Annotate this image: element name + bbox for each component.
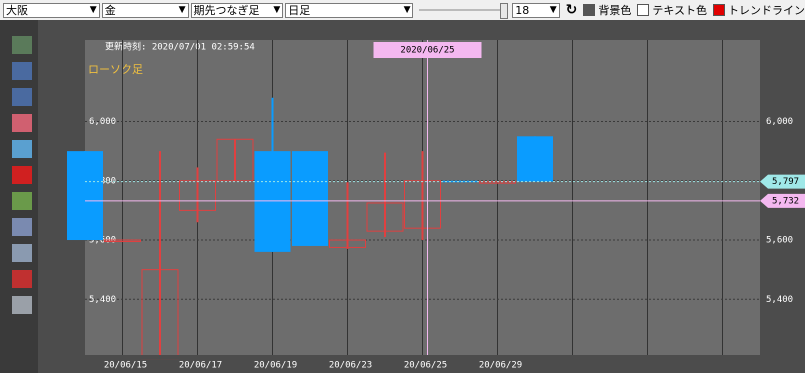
x-tick-label: 20/06/15	[104, 361, 147, 371]
x-tick-label: 20/06/19	[254, 361, 297, 371]
update-time: 更新時刻: 2020/07/01 02:59:54	[105, 41, 255, 53]
period-select[interactable]: 日足	[285, 2, 414, 18]
slider-thumb[interactable]	[500, 3, 509, 19]
market: 大阪	[6, 4, 28, 17]
option-swatch[interactable]	[713, 4, 726, 16]
options: 背景色 テキスト色 トレンドライン	[577, 2, 805, 18]
icon[interactable]	[12, 88, 32, 106]
icon[interactable]	[12, 244, 32, 262]
y-tick-label: 6,000	[89, 117, 116, 127]
refresh-button[interactable]: ↻	[565, 2, 578, 18]
candle-body	[292, 151, 328, 246]
icon[interactable]	[12, 166, 32, 184]
commodity: 金	[104, 4, 116, 17]
crosshair-tag	[373, 42, 482, 58]
value-tag	[760, 193, 805, 208]
option[interactable]: トレンドライン	[713, 2, 805, 18]
candle-body	[104, 239, 141, 243]
contract-select[interactable]: 期先つなぎ足	[190, 2, 284, 18]
count-input[interactable]: 18	[512, 2, 560, 18]
y-tick-label: 6,000	[766, 117, 793, 127]
option-label: トレンドライン	[728, 4, 805, 17]
contract: 期先つなぎ足	[193, 4, 260, 17]
icon[interactable]	[12, 140, 32, 158]
option-swatch[interactable]	[637, 4, 650, 16]
toolbar: 大阪 金 期先つなぎ足 日足 18 ↻ 背景色 テキスト色 トレンドライン	[0, 0, 805, 20]
x-tick-label: 20/06/23	[329, 361, 372, 371]
candle-body	[254, 151, 291, 252]
candle-body	[366, 202, 404, 232]
y-tick-label: 5,400	[89, 295, 116, 305]
option-swatch[interactable]	[583, 4, 596, 16]
crosshair-label: 2020/06/25	[400, 46, 454, 56]
icon[interactable]	[12, 36, 32, 54]
candle-body	[404, 180, 441, 229]
icon[interactable]	[12, 114, 32, 132]
icon[interactable]	[12, 296, 32, 314]
slider[interactable]	[419, 3, 509, 19]
icon[interactable]	[12, 192, 32, 210]
candle-body	[67, 151, 103, 241]
x-tick-label: 20/06/25	[404, 361, 447, 371]
option[interactable]: 背景色	[583, 2, 631, 18]
value-tag	[760, 174, 805, 189]
candle-body	[517, 136, 553, 182]
count: 18	[515, 3, 530, 17]
candle-body	[179, 180, 216, 211]
value-tag-label: 5,797	[772, 177, 799, 187]
y-tick-label: 5,600	[766, 236, 793, 246]
option-label: 背景色	[598, 4, 632, 17]
value-tag-label: 5,732	[772, 196, 799, 206]
icon[interactable]	[12, 62, 32, 80]
candle-body	[329, 239, 366, 248]
candle-body	[442, 180, 478, 183]
tool-icons[interactable]	[12, 36, 32, 314]
option[interactable]: テキスト色	[637, 2, 707, 18]
y-tick-label: 5,400	[766, 295, 793, 305]
icon[interactable]	[12, 270, 32, 288]
period: 日足	[288, 4, 311, 17]
market-select[interactable]: 大阪	[3, 2, 100, 18]
series-name: ローソク足	[88, 63, 143, 76]
plot-bottom	[85, 355, 760, 359]
commodity-select[interactable]: 金	[101, 2, 189, 18]
option-label: テキスト色	[652, 4, 708, 17]
x-tick-label: 20/06/29	[479, 361, 522, 371]
x-tick-label: 20/06/17	[179, 361, 222, 371]
icon[interactable]	[12, 218, 32, 236]
y-tick-label: 5,600	[89, 236, 116, 246]
candle-body	[216, 138, 254, 182]
